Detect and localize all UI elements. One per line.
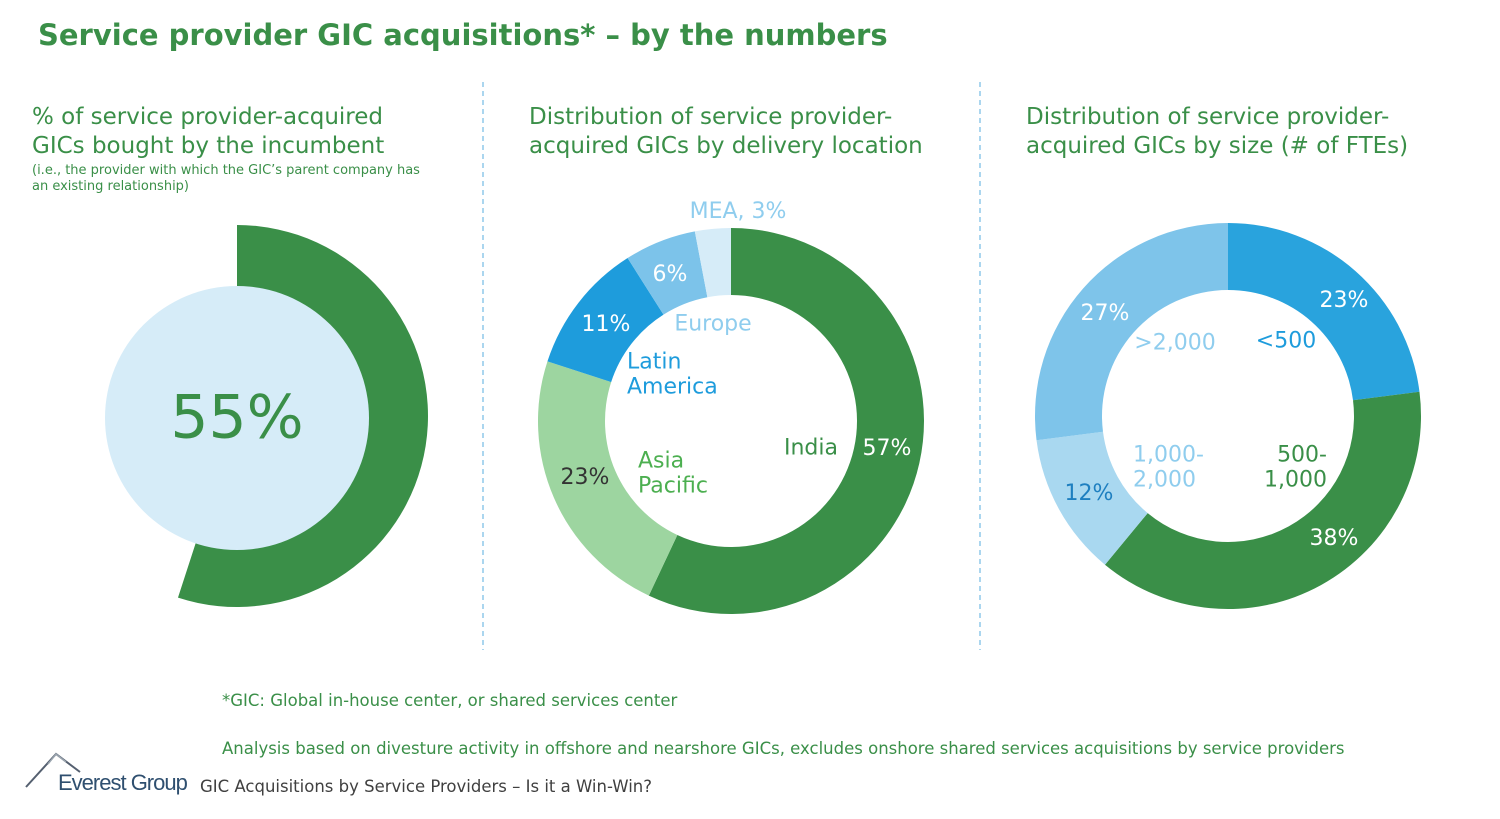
- footnotes: *GIC: Global in-house center, or shared …: [222, 665, 1345, 785]
- category-label: >2,000: [1134, 330, 1216, 356]
- footnote: Analysis based on divesture activity in …: [222, 738, 1345, 758]
- value-label: 6%: [652, 262, 688, 288]
- radial-background: [105, 286, 369, 550]
- donut-segment: [1104, 391, 1421, 609]
- donut-segment: [694, 228, 731, 298]
- category-label: Asia Pacific: [638, 448, 708, 498]
- logo-mark: [47, 752, 67, 765]
- footnote: *GIC: Global in-house center, or shared …: [222, 690, 678, 710]
- page-title: Service provider GIC acquisitions* – by …: [38, 18, 888, 52]
- donut-segment: [547, 258, 664, 383]
- chart-subtitle: (i.e., the provider with which the GIC’s…: [32, 163, 420, 195]
- chart-title: Distribution of service provider- acquir…: [1026, 104, 1409, 159]
- category-label: 500- 1,000: [1264, 442, 1327, 492]
- footer-text: GIC Acquisitions by Service Providers – …: [200, 777, 653, 796]
- category-label: 1,000- 2,000: [1133, 442, 1204, 492]
- value-label: 38%: [1309, 526, 1359, 552]
- value-label: MEA, 3%: [689, 199, 787, 225]
- value-label: 57%: [862, 436, 912, 462]
- donut-segment: [1035, 223, 1228, 441]
- brand: Everest Group: [58, 770, 188, 795]
- donut-segment: [627, 231, 708, 315]
- donut-segment: [538, 361, 678, 596]
- value-label: 27%: [1080, 301, 1130, 327]
- category-label: <500: [1255, 328, 1317, 354]
- category-label: Europe: [674, 311, 752, 337]
- donut-segment: [648, 228, 925, 614]
- value-label: 23%: [1319, 288, 1369, 314]
- donut-segment: [1228, 223, 1420, 401]
- donut-segment: [1036, 431, 1148, 565]
- value-label: 12%: [1064, 481, 1114, 507]
- value-label: 55%: [170, 382, 304, 453]
- category-label: Latin America: [627, 349, 718, 399]
- category-label: India: [784, 435, 838, 461]
- value-label: 11%: [581, 312, 631, 338]
- chart-title: % of service provider-acquired GICs boug…: [32, 104, 385, 159]
- value-label: 23%: [560, 465, 610, 491]
- chart-title: Distribution of service provider- acquir…: [529, 104, 923, 159]
